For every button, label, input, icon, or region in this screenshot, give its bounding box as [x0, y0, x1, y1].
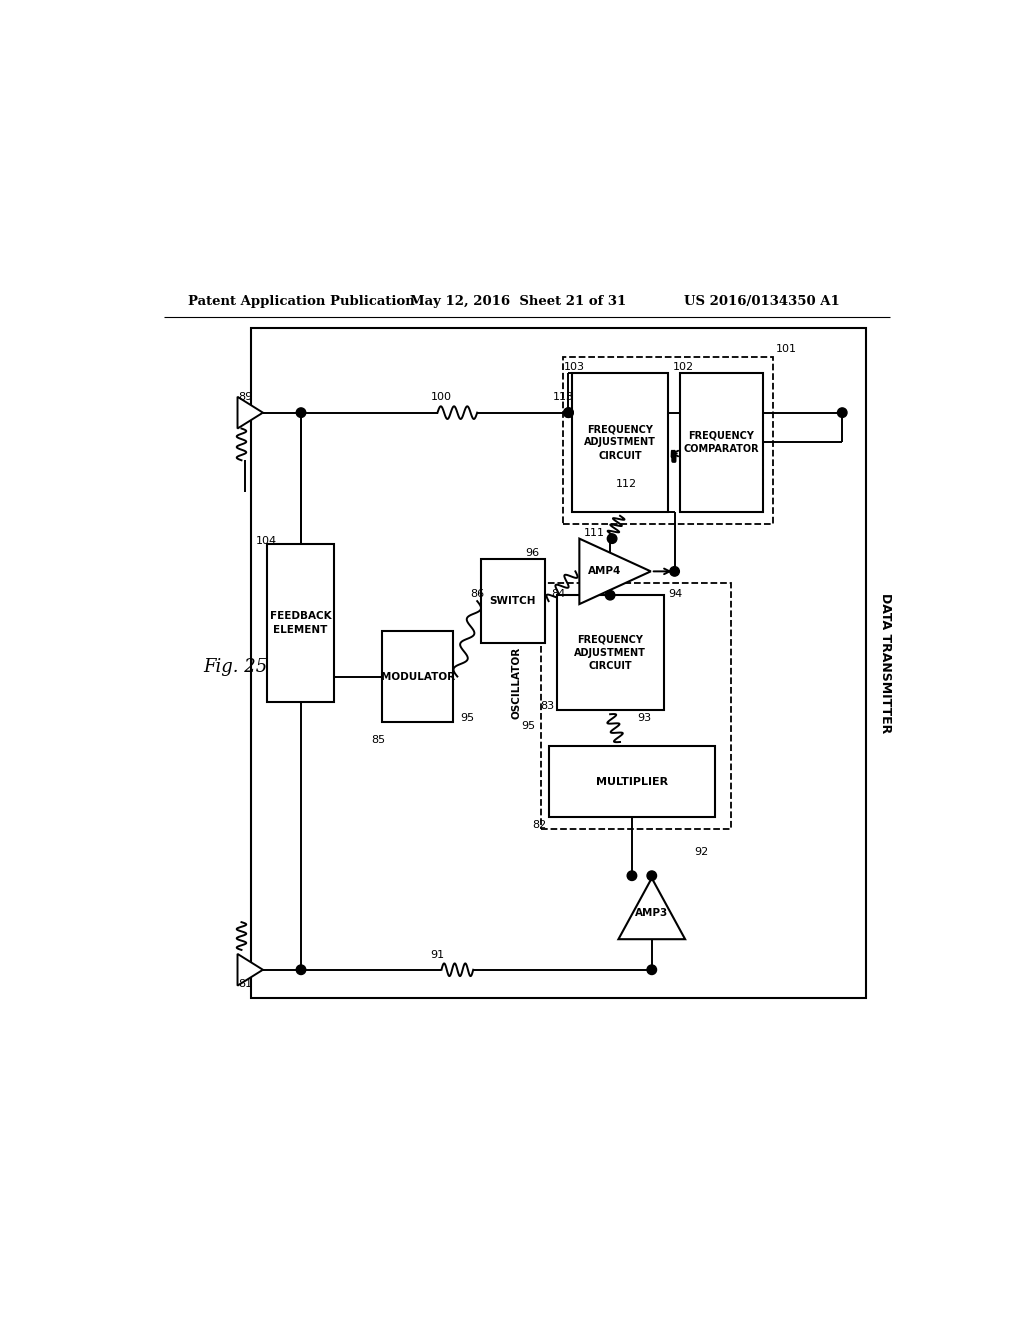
Text: 103: 103 [563, 362, 585, 372]
Bar [563, 358, 773, 524]
Text: 84: 84 [551, 589, 565, 598]
Polygon shape [580, 539, 651, 605]
Bar [251, 327, 866, 998]
Bar [481, 560, 545, 643]
Circle shape [838, 408, 847, 417]
Text: 92: 92 [694, 847, 709, 857]
Circle shape [296, 408, 306, 417]
Bar [267, 544, 334, 702]
Text: May 12, 2016  Sheet 21 of 31: May 12, 2016 Sheet 21 of 31 [410, 296, 626, 308]
Bar [557, 595, 664, 710]
Circle shape [627, 871, 637, 880]
Text: FREQUENCY
ADJUSTMENT
CIRCUIT: FREQUENCY ADJUSTMENT CIRCUIT [584, 424, 656, 461]
Polygon shape [238, 397, 263, 429]
Bar [572, 374, 668, 512]
Text: 95: 95 [521, 721, 536, 731]
Text: SWITCH: SWITCH [489, 597, 537, 606]
Bar [541, 583, 731, 829]
Circle shape [607, 533, 616, 544]
Text: FREQUENCY
ADJUSTMENT
CIRCUIT: FREQUENCY ADJUSTMENT CIRCUIT [574, 635, 646, 671]
Circle shape [647, 871, 656, 880]
Text: OSCILLATOR: OSCILLATOR [512, 647, 522, 718]
Text: MULTIPLIER: MULTIPLIER [596, 776, 668, 787]
Text: FEEDBACK
ELEMENT: FEEDBACK ELEMENT [269, 611, 332, 635]
Text: 104: 104 [256, 536, 278, 546]
Text: 82: 82 [531, 820, 546, 830]
Circle shape [563, 408, 573, 417]
Text: MODULATOR: MODULATOR [381, 672, 455, 681]
Text: 85: 85 [371, 735, 385, 744]
Text: 101: 101 [776, 345, 798, 354]
Bar [382, 631, 454, 722]
Text: 112: 112 [615, 479, 637, 490]
Text: AMP3: AMP3 [635, 908, 669, 917]
Text: 93: 93 [637, 713, 651, 723]
Text: 89: 89 [239, 392, 253, 401]
Text: 96: 96 [525, 548, 540, 558]
Text: AMP4: AMP4 [588, 566, 621, 577]
Text: 91: 91 [430, 950, 444, 961]
Text: 81: 81 [239, 979, 253, 989]
Text: FREQUENCY
COMPARATOR: FREQUENCY COMPARATOR [683, 430, 759, 454]
Text: 102: 102 [673, 362, 694, 372]
Polygon shape [238, 954, 263, 986]
Text: 83: 83 [540, 701, 554, 711]
Bar [549, 746, 715, 817]
Circle shape [605, 590, 614, 599]
Text: US 2016/0134350 A1: US 2016/0134350 A1 [684, 296, 840, 308]
Text: Fig. 25: Fig. 25 [204, 657, 267, 676]
Text: 86: 86 [470, 589, 484, 598]
Text: Patent Application Publication: Patent Application Publication [187, 296, 415, 308]
Circle shape [296, 965, 306, 974]
Text: 111: 111 [584, 528, 605, 539]
Polygon shape [618, 878, 685, 940]
Circle shape [647, 965, 656, 974]
Circle shape [563, 408, 573, 417]
Text: 100: 100 [431, 392, 452, 401]
Bar [680, 374, 763, 512]
Text: DATA TRANSMITTER: DATA TRANSMITTER [879, 593, 892, 733]
Text: 113: 113 [552, 392, 573, 401]
Text: 94: 94 [669, 589, 683, 598]
Text: 95: 95 [461, 713, 475, 723]
Circle shape [670, 566, 679, 576]
